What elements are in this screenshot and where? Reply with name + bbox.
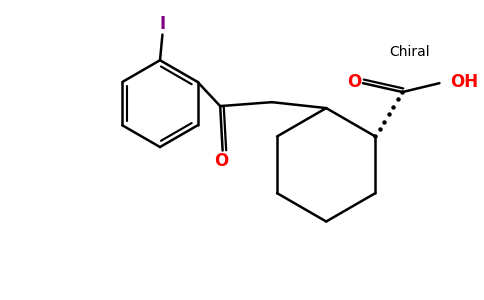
Text: Chiral: Chiral [390, 45, 430, 58]
Text: I: I [159, 15, 166, 33]
Text: OH: OH [450, 73, 478, 91]
Text: O: O [214, 152, 229, 170]
Text: O: O [348, 73, 362, 91]
